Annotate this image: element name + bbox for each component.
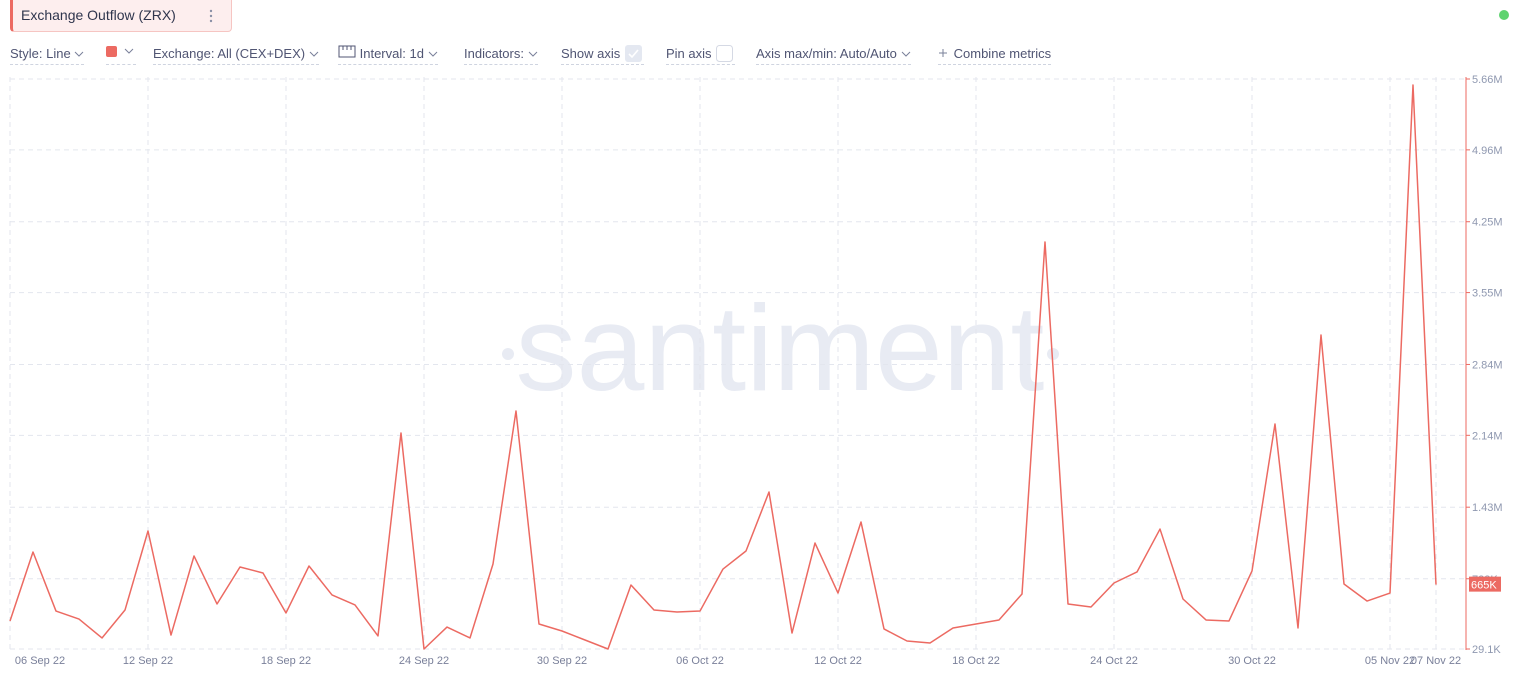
- last-value-label: 665K: [1471, 580, 1497, 592]
- interval-select[interactable]: Interval: 1d: [338, 44, 438, 65]
- show-axis-label: Show axis: [561, 46, 621, 61]
- style-label: Style: Line: [10, 46, 71, 61]
- combine-button[interactable]: Combine metrics: [938, 44, 1052, 65]
- interval-label: Interval: 1d: [359, 46, 424, 61]
- axis-minmax-select[interactable]: Axis max/min: Auto/Auto: [756, 44, 911, 65]
- last-value-badge: [1469, 576, 1501, 592]
- checkbox: [716, 45, 734, 62]
- x-tick-label: 12 Sep 22: [123, 655, 173, 667]
- style-select[interactable]: Style: Line: [10, 44, 85, 65]
- series-line: [9, 84, 1437, 650]
- x-tick-label: 06 Oct 22: [676, 655, 724, 667]
- exchange-select[interactable]: Exchange: All (CEX+DEX): [153, 44, 319, 65]
- exchange-label: Exchange: All (CEX+DEX): [153, 46, 306, 61]
- x-tick-label: 05 Nov 22: [1365, 655, 1415, 667]
- y-tick-label: 4.25M: [1472, 217, 1503, 229]
- y-tick-label: 29.1K: [1472, 644, 1501, 656]
- show-axis-toggle[interactable]: Show axis: [561, 44, 644, 65]
- color-swatch: [106, 46, 134, 57]
- chevron: [901, 51, 910, 57]
- x-tick-label: 18 Oct 22: [952, 655, 1000, 667]
- combine-label: Combine metrics: [953, 46, 1052, 61]
- x-tick-label: 18 Sep 22: [261, 655, 311, 667]
- watermark-dot: [1047, 348, 1059, 360]
- chevron: [74, 51, 84, 57]
- y-tick-label: 5.66M: [1472, 74, 1503, 86]
- pin-axis-label: Pin axis: [666, 46, 712, 61]
- plus-icon: [939, 49, 947, 57]
- status-dot: [1499, 10, 1509, 20]
- y-tick-label: 2.14M: [1472, 430, 1503, 442]
- x-tick-label: 24 Oct 22: [1090, 655, 1138, 667]
- metric-title: Exchange Outflow (ZRX): [21, 7, 176, 23]
- menu-icon[interactable]: [209, 8, 213, 24]
- chevron: [528, 51, 537, 57]
- x-tick-label: 07 Nov 22: [1411, 655, 1461, 667]
- indicators-select[interactable]: Indicators:: [464, 44, 538, 65]
- color-select[interactable]: [106, 44, 136, 65]
- checkbox-checked: [624, 45, 642, 62]
- indicators-label: Indicators:: [464, 46, 524, 61]
- y-tick-label: 3.55M: [1472, 288, 1503, 300]
- interval-icon: [338, 45, 356, 58]
- pin-axis-toggle[interactable]: Pin axis: [666, 44, 736, 65]
- watermark-dot: [502, 348, 514, 360]
- chevron: [309, 51, 319, 57]
- x-tick-label: 06 Sep 22: [15, 655, 65, 667]
- x-tick-label: 24 Sep 22: [399, 655, 449, 667]
- watermark: santiment: [516, 280, 1045, 416]
- y-tick-label: 2.84M: [1472, 359, 1503, 371]
- axis-minmax-label: Axis max/min: Auto/Auto: [756, 46, 897, 61]
- metric-pill[interactable]: Exchange Outflow (ZRX): [10, 0, 232, 32]
- y-tick-label: 4.96M: [1472, 145, 1503, 157]
- x-tick-label: 12 Oct 22: [814, 655, 862, 667]
- chevron: [428, 51, 437, 57]
- x-tick-label: 30 Oct 22: [1228, 655, 1276, 667]
- x-tick-label: 30 Sep 22: [537, 655, 587, 667]
- y-tick-label: 1.43M: [1472, 502, 1503, 514]
